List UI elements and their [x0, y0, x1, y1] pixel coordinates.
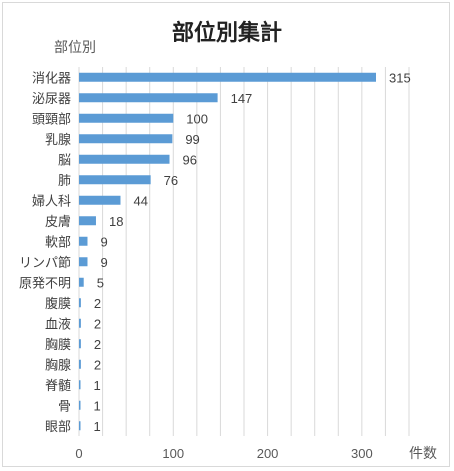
bar — [79, 339, 81, 349]
bar — [79, 400, 81, 410]
x-tick-label: 0 — [75, 446, 82, 461]
category-label: 眼部 — [45, 420, 71, 435]
category-label: 肺 — [58, 174, 71, 189]
category-label: 軟部 — [45, 234, 71, 250]
value-label: 2 — [94, 357, 101, 372]
value-label: 147 — [231, 91, 253, 106]
value-label: 9 — [100, 255, 107, 270]
value-label: 2 — [94, 316, 101, 331]
category-label: 皮膚 — [45, 214, 71, 230]
category-label: 脳 — [58, 153, 71, 168]
value-label: 18 — [109, 214, 123, 229]
bar — [79, 72, 376, 82]
bar — [79, 257, 88, 267]
gridlines — [78, 67, 410, 436]
category-label: 血液 — [45, 317, 71, 332]
bar — [79, 216, 96, 226]
category-labels: 消化器泌尿器頭頸部乳腺脳肺婦人科皮膚軟部リンパ節原発不明腹膜血液胸膜胸腺脊髄骨眼… — [19, 71, 71, 435]
bar — [79, 380, 81, 390]
category-label: 乳腺 — [45, 133, 71, 148]
value-label: 1 — [94, 378, 101, 393]
bar — [79, 236, 88, 246]
bar — [79, 277, 84, 287]
value-label: 44 — [133, 193, 147, 208]
chart-title: 部位別集計 — [172, 20, 282, 46]
category-label: 腹膜 — [45, 296, 71, 312]
x-tick-label: 200 — [257, 446, 279, 461]
value-label: 9 — [100, 234, 107, 249]
x-tick-label: 300 — [351, 446, 373, 461]
value-label: 2 — [94, 337, 101, 352]
bars — [79, 72, 376, 431]
category-label: 原発不明 — [19, 276, 71, 291]
bar — [79, 154, 170, 164]
bar — [79, 134, 173, 144]
category-label: 胸腺 — [45, 358, 71, 373]
value-label: 96 — [183, 152, 197, 167]
bar — [79, 298, 81, 308]
value-label: 76 — [164, 173, 178, 188]
value-label: 5 — [97, 275, 104, 290]
category-label: 頭頸部 — [32, 112, 71, 127]
category-label: 消化器 — [32, 71, 71, 86]
value-label: 100 — [186, 111, 208, 126]
category-label: 骨 — [58, 399, 71, 414]
category-label: 脊髄 — [45, 379, 71, 394]
category-label: 泌尿器 — [32, 92, 71, 107]
bar — [79, 195, 121, 205]
value-label: 1 — [94, 419, 101, 434]
bar — [79, 113, 174, 123]
category-label: リンパ節 — [19, 256, 71, 271]
x-axis-label: 件数 — [409, 446, 437, 462]
bar — [79, 359, 81, 369]
bar — [79, 318, 81, 328]
value-label: 99 — [185, 132, 199, 147]
category-label: 胸膜 — [45, 338, 71, 353]
value-label: 1 — [94, 398, 101, 413]
y-axis-label: 部位別 — [54, 40, 96, 56]
x-tick-label: 100 — [162, 446, 184, 461]
bar — [79, 421, 81, 431]
bar — [79, 175, 151, 185]
value-label: 315 — [389, 70, 411, 85]
x-tick-labels: 0 100 200 300 — [75, 446, 372, 461]
value-label: 2 — [94, 296, 101, 311]
category-label: 婦人科 — [32, 193, 71, 209]
bar — [79, 93, 218, 103]
